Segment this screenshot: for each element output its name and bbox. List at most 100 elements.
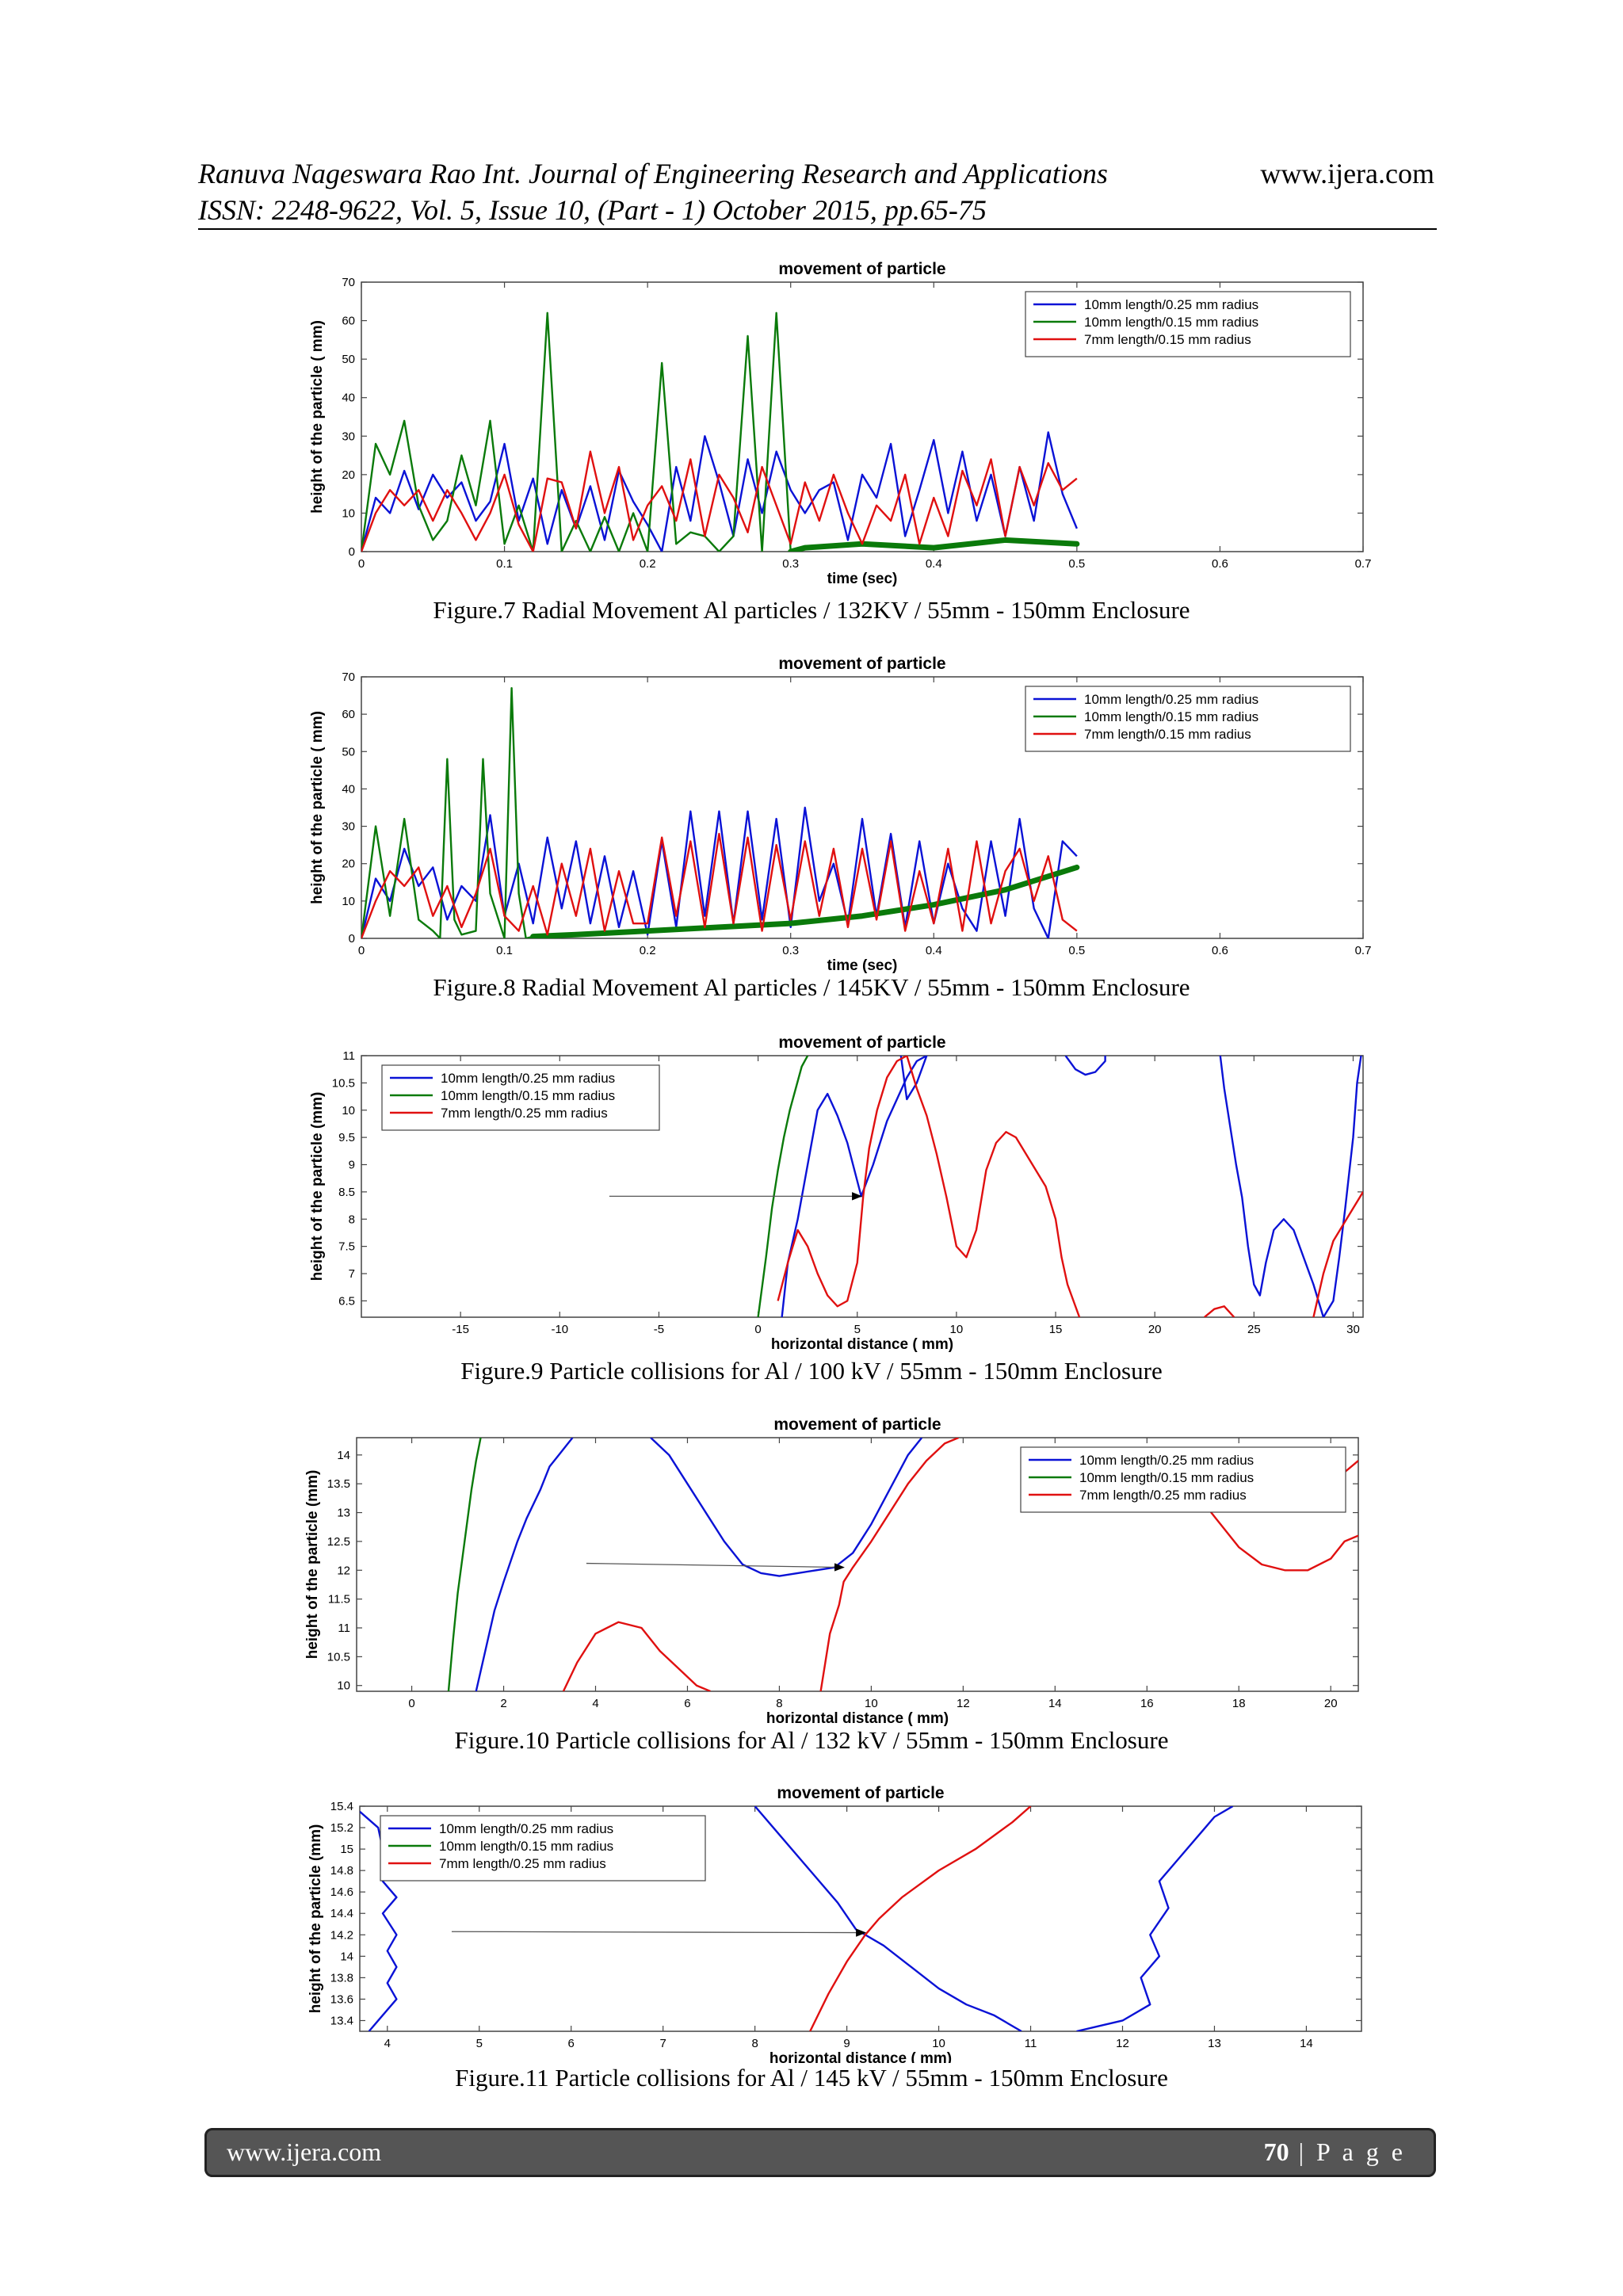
y-tick-label: 10 [342,506,355,520]
legend: 10mm length/0.25 mm radius 10mm length/0.… [1025,686,1351,752]
y-tick-label: 40 [342,782,355,796]
y-tick-label: 13 [337,1507,350,1520]
page-number: 70 [1263,2137,1289,2166]
y-tick-label: 7 [349,1267,355,1281]
series-group [447,1438,1358,1691]
series-line [1064,1056,1106,1076]
legend-entry: 10mm length/0.25 mm radius [1084,692,1258,707]
y-axis-label: height of the particle ( mm) [309,711,326,904]
series-line [1192,1488,1358,1572]
y-tick-label: 20 [342,468,355,482]
plot-area [361,676,1364,939]
y-tick-label: 60 [342,315,355,328]
chart-title: movement of particle [778,260,945,278]
chart-title: movement of particle [777,1784,944,1802]
legend-entry: 10mm length/0.15 mm radius [1084,315,1258,330]
series-line [475,1438,574,1691]
figure-10-chart: movement of particle 0 2 4 6 8 10 12 14 16 18 20 10 1… [304,1415,1359,1726]
y-tick-label: 14 [337,1449,350,1462]
x-tick-label: 0.3 [782,944,799,957]
plot-area [361,281,1364,552]
x-tick-label: 16 [1140,1697,1154,1710]
y-tick-label: 13.8 [330,1971,353,1985]
legend-box [380,1815,706,1881]
x-tick-label: 0.4 [926,944,942,957]
page-label: | P a g e [1298,2137,1406,2166]
y-tick-label: 50 [342,353,355,366]
x-tick-label: 11 [1025,2037,1037,2050]
figure-8-chart: movement of particle 0 0.1 0.2 0.3 0.4 0.5 0.6 0… [309,655,1371,973]
legend: 10mm length/0.25 mm radius 10mm length/0.… [381,1064,660,1131]
y-axis-label: height of the particle ( mm) [309,320,326,514]
collision-arrow [451,1928,867,1937]
series-line [809,1806,1032,2031]
y-tick-label: 10 [337,1679,350,1693]
footer-website[interactable]: www.ijera.com [227,2137,382,2166]
y-axis-label: height of the particle (mm) [307,1824,324,2014]
x-tick-label: 6 [568,2037,575,2050]
legend-entry: 10mm length/0.25 mm radius [1084,297,1258,312]
x-tick-label: -5 [654,1323,664,1336]
series-line [754,1806,1022,2031]
x-tick-label: 18 [1232,1697,1246,1710]
x-tick-label: 14 [1048,1697,1062,1710]
y-tick-label: 12.5 [327,1535,350,1549]
legend: 10mm length/0.25 mm radius 10mm length/0.… [1025,291,1351,357]
journal-website[interactable]: www.ijera.com [1260,158,1434,189]
x-tick-label: 20 [1324,1697,1338,1710]
series-line [562,1621,711,1691]
x-tick-label: 0.2 [640,944,656,957]
y-tick-label: 10 [342,1104,355,1117]
series-group [361,311,1080,552]
x-tick-label: 10 [950,1323,964,1336]
x-tick-label: -15 [452,1323,469,1336]
y-axis-label: height of the particle (mm) [304,1470,321,1660]
y-tick-label: 13.6 [330,1992,353,2006]
legend-box [1025,291,1351,357]
y-tick-label: 14.2 [330,1928,353,1942]
x-tick-label: 14 [1300,2037,1313,2050]
legend-entry: 10mm length/0.15 mm radius [1079,1470,1254,1485]
y-tick-label: 40 [342,392,355,405]
x-axis-label: horizontal distance ( mm) [769,2050,952,2063]
y-tick-label: 13.5 [327,1477,350,1491]
series-line-thick [788,537,1080,552]
figure-10-caption: Figure.10 Particle collisions for Al / 1… [454,1726,1169,1754]
y-axis-label: height of the particle (mm) [309,1092,326,1282]
series-line [819,1438,960,1691]
series-line [1203,1305,1235,1317]
legend-entry: 7mm length/0.25 mm radius [439,1856,606,1871]
legend-entry: 10mm length/0.25 mm radius [1079,1453,1254,1468]
figure-7-caption: Figure.7 Radial Movement Al particles / … [433,596,1190,624]
page-number-label: 70 | P a g e [1264,2137,1406,2167]
y-tick-label: 30 [342,430,355,443]
x-tick-label: 0.6 [1212,557,1228,571]
x-tick-label: 0 [358,557,365,571]
x-tick-label: 0.1 [496,557,513,571]
series-line [1076,1806,1234,2031]
x-tick-label: 5 [476,2037,483,2050]
series-line [361,806,1078,938]
x-tick-label: 0 [754,1323,761,1336]
x-tick-label: 15 [1049,1323,1063,1336]
legend-entry: 7mm length/0.15 mm radius [1084,332,1251,347]
figure-9-caption: Figure.9 Particle collisions for Al / 10… [460,1357,1163,1385]
y-tick-label: 12 [337,1564,350,1577]
x-tick-label: 30 [1346,1323,1360,1336]
plot-area [361,1055,1364,1318]
x-tick-label: 10 [865,1697,878,1710]
y-tick-label: 14.6 [330,1885,353,1899]
series-group [757,1056,1363,1317]
legend: 10mm length/0.25 mm radius 10mm length/0.… [380,1815,706,1881]
series-group [360,1806,1234,2031]
x-tick-label: 13 [1208,2037,1221,2050]
x-tick-label: 0.1 [496,944,513,957]
series-line [1343,1460,1358,1473]
y-tick-label: 8 [349,1213,355,1226]
legend-entry: 10mm length/0.25 mm radius [439,1821,613,1836]
x-tick-label: 25 [1247,1323,1261,1336]
y-tick-label: 7.5 [338,1240,355,1254]
series-line [650,1438,923,1577]
series-group [361,686,1080,938]
y-tick-label: 14.8 [330,1864,353,1878]
